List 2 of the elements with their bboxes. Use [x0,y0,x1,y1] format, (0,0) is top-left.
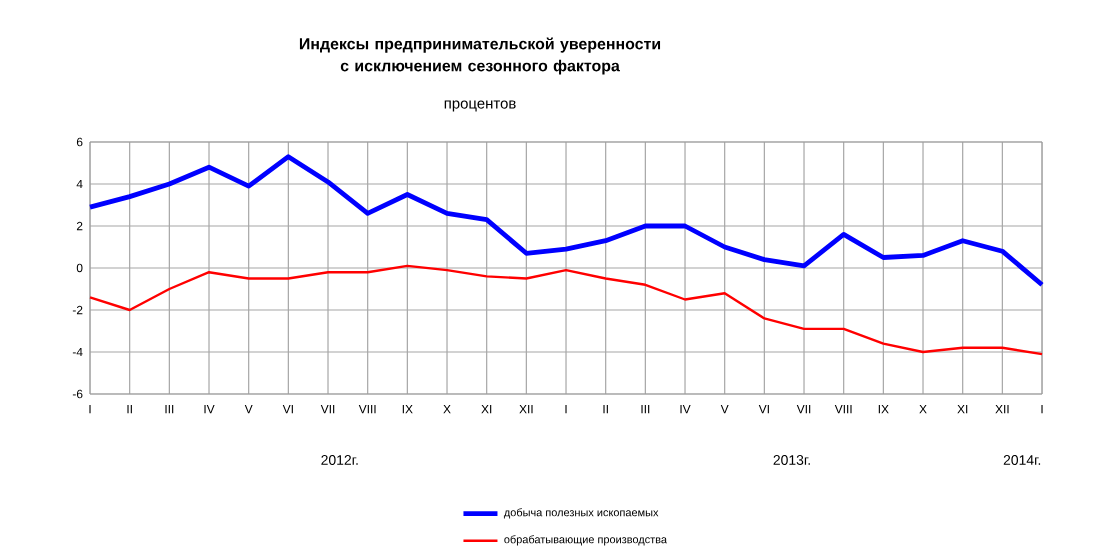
line-series [88,264,1044,356]
line-series [87,154,1045,288]
